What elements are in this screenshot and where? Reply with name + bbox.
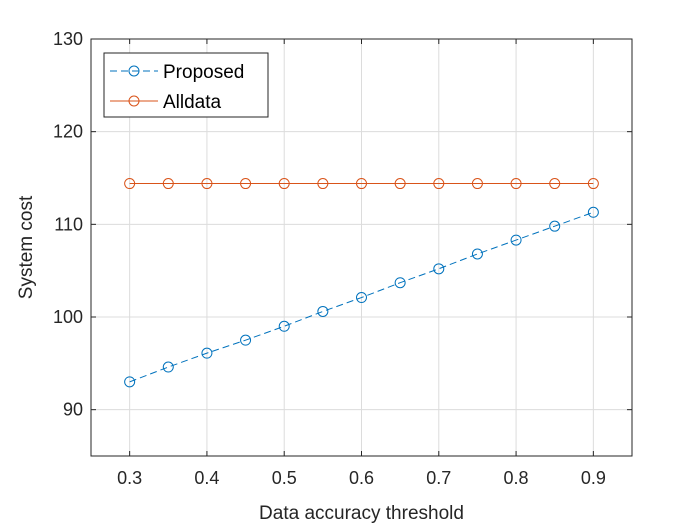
data-point-proposed: [433, 263, 445, 275]
y-tick-label: 120: [53, 122, 83, 142]
x-tick-label: 0.3: [117, 468, 142, 488]
data-point-alldata: [278, 178, 290, 190]
series-layer: [124, 178, 599, 388]
x-axis-label: Data accuracy threshold: [259, 503, 464, 524]
legend-marker-alldata: [128, 95, 140, 107]
x-tick-label: 0.7: [426, 468, 451, 488]
y-tick-label: 130: [53, 29, 83, 49]
x-tick-label: 0.4: [194, 468, 219, 488]
y-tick-label: 90: [63, 400, 83, 420]
data-point-proposed: [549, 220, 561, 232]
data-point-alldata: [433, 178, 445, 190]
series-line-proposed: [129, 211, 594, 383]
data-point-alldata: [587, 178, 599, 190]
data-point-alldata: [471, 178, 483, 190]
data-point-alldata: [510, 178, 522, 190]
y-tick-label: 100: [53, 307, 83, 327]
legend-label-proposed: Proposed: [163, 62, 244, 83]
legend-box: [103, 52, 269, 118]
x-tick-label: 0.9: [581, 468, 606, 488]
y-axis-ticks: 90 100 110 120 130: [53, 29, 632, 420]
y-axis-label: System cost: [16, 195, 37, 299]
data-point-alldata: [317, 178, 329, 190]
x-tick-label: 0.8: [504, 468, 529, 488]
data-point-proposed: [240, 334, 252, 346]
grid-lines: [91, 38, 632, 456]
data-point-proposed: [162, 361, 174, 373]
x-tick-label: 0.5: [272, 468, 297, 488]
data-point-proposed: [201, 347, 213, 359]
data-point-proposed: [124, 376, 136, 388]
legend-marker-proposed: [128, 65, 140, 77]
data-point-proposed: [510, 234, 522, 246]
x-tick-label: 0.6: [349, 468, 374, 488]
legend: Proposed Alldata: [103, 52, 269, 118]
data-point-proposed: [587, 206, 599, 218]
data-point-alldata: [201, 178, 213, 190]
data-point-alldata: [240, 178, 252, 190]
data-point-alldata: [162, 178, 174, 190]
y-tick-label: 110: [54, 214, 83, 234]
data-point-proposed: [317, 305, 329, 317]
data-point-proposed: [356, 292, 367, 304]
x-axis-ticks: 0.3 0.4 0.5 0.6 0.7 0.8 0.9: [117, 39, 606, 488]
data-point-proposed: [471, 248, 483, 260]
data-point-alldata: [394, 178, 406, 190]
data-point-alldata: [549, 178, 561, 190]
data-point-alldata: [356, 178, 367, 190]
data-point-proposed: [278, 320, 290, 332]
legend-label-alldata: Alldata: [163, 92, 222, 113]
data-point-alldata: [124, 178, 136, 190]
data-point-proposed: [394, 277, 406, 289]
